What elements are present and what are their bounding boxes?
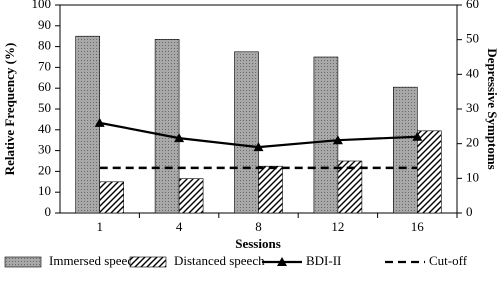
y-tick-label: 70 [38,58,51,73]
y2-axis-title: Depressive Symptoms [485,48,500,169]
y-tick-label: 100 [32,0,52,11]
y-axis-title: Relative Frequency (%) [2,43,17,176]
marker [253,142,264,152]
legend-swatch [4,256,42,268]
y-tick-label: 20 [38,162,51,177]
legend-label: Distanced speech [174,253,265,268]
marker [332,135,343,145]
y-tick-label: 80 [38,38,51,53]
bar [258,165,283,214]
legend-label: Immersed speech [49,253,140,268]
marker [174,133,185,143]
y2-tick-label: 20 [466,135,479,150]
legend-label: Cut-off [429,253,468,268]
bar [392,86,418,214]
y-tick-label: 60 [38,79,51,94]
bar [416,130,442,214]
y2-tick-label: 30 [466,100,479,115]
y-tick-label: 90 [38,17,51,32]
x-axis-title: Sessions [235,236,281,251]
x-tick-label: 16 [411,219,425,234]
legend-swatch [129,256,167,268]
y2-tick-label: 0 [466,204,473,219]
legend-label: BDI-II [306,253,341,268]
marker [94,117,105,127]
x-tick-label: 4 [176,219,183,234]
x-tick-label: 8 [255,219,262,234]
y-tick-label: 40 [38,121,51,136]
y2-tick-label: 60 [466,0,479,11]
y-tick-label: 10 [38,183,51,198]
bar [337,160,363,214]
bar [99,181,124,214]
bar [313,56,339,214]
y2-tick-label: 40 [466,65,479,80]
y-tick-label: 50 [38,100,51,115]
y-tick-label: 30 [38,142,51,157]
bar [154,39,180,214]
marker [412,131,423,141]
bar [234,51,259,214]
bar [75,35,100,214]
y-tick-label: 0 [45,204,52,219]
legend-marker [277,257,287,266]
x-tick-label: 1 [96,219,103,234]
bar [178,178,204,214]
x-tick-label: 12 [331,219,344,234]
y2-tick-label: 50 [466,31,479,46]
y2-tick-label: 10 [466,169,479,184]
